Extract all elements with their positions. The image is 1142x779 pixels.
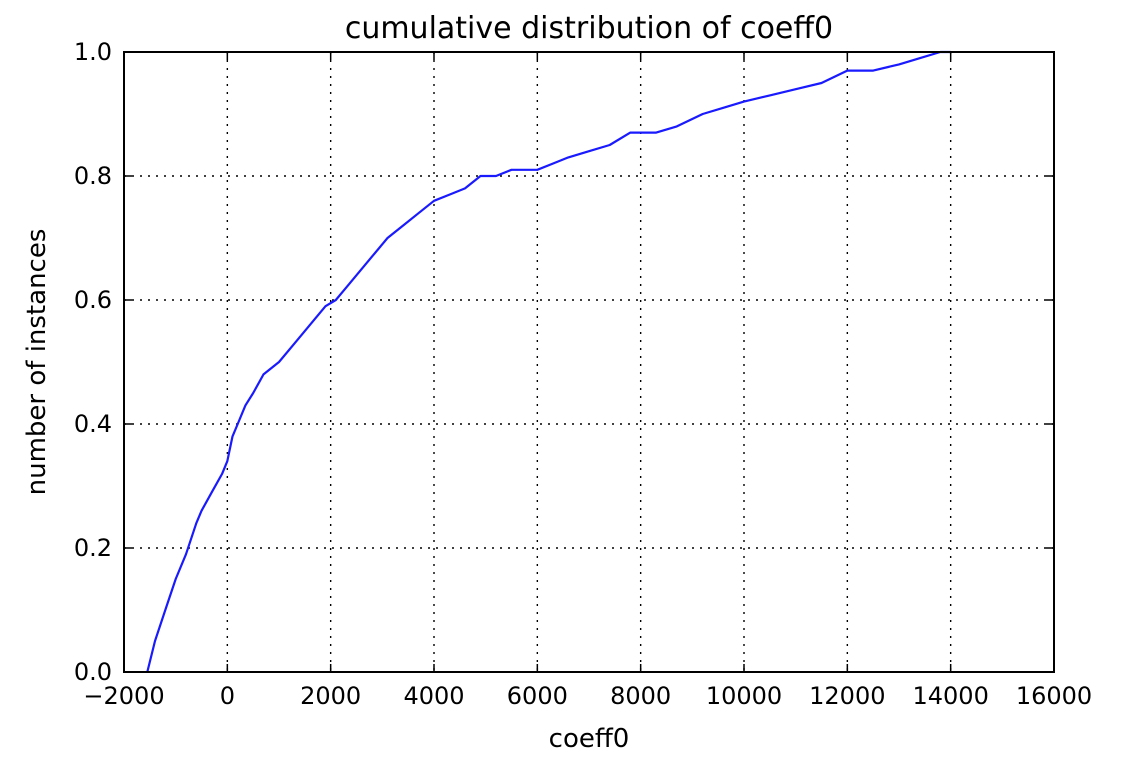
cdf-series-line [146, 50, 951, 673]
x-tick-label: 2000 [300, 682, 361, 710]
grid [124, 52, 1054, 672]
y-tick-label: 0.0 [74, 658, 112, 686]
y-tick-label: 0.8 [74, 162, 112, 190]
x-tick-label: −2000 [83, 682, 164, 710]
x-tick-label: 16000 [1016, 682, 1092, 710]
x-tick-label: 10000 [706, 682, 782, 710]
y-axis-label: number of instances [22, 229, 52, 496]
x-tick-label: 8000 [610, 682, 671, 710]
x-tick-label: 6000 [507, 682, 568, 710]
series-layer [146, 50, 951, 673]
y-tick-label: 1.0 [74, 38, 112, 66]
ticks: −2000 0 2000 4000 6000 8000 10000 12000 14000 160… [74, 38, 1092, 710]
y-tick-label: 0.6 [74, 286, 112, 314]
chart-title: cumulative distribution of coeff0 [345, 11, 833, 46]
y-tick-label: 0.4 [74, 410, 112, 438]
x-tick-label: 4000 [403, 682, 464, 710]
y-tick-label: 0.2 [74, 534, 112, 562]
x-tick-label: 12000 [809, 682, 885, 710]
x-tick-label: 14000 [912, 682, 988, 710]
x-axis-label: coeff0 [549, 724, 630, 754]
plot-area-frame [123, 51, 1055, 673]
x-tick-label: 0 [220, 682, 235, 710]
